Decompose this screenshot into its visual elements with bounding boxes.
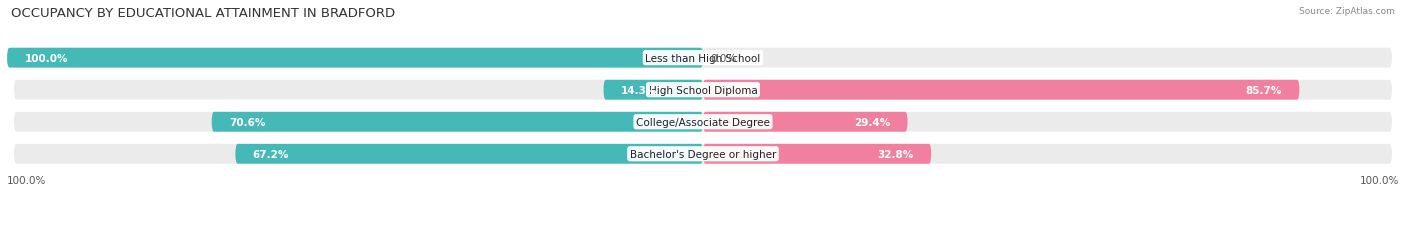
Text: 32.8%: 32.8%: [877, 149, 914, 159]
FancyBboxPatch shape: [235, 144, 703, 164]
Text: 100.0%: 100.0%: [1360, 175, 1399, 185]
Text: 70.6%: 70.6%: [229, 117, 266, 127]
Text: 14.3%: 14.3%: [621, 85, 657, 95]
Text: 67.2%: 67.2%: [253, 149, 290, 159]
FancyBboxPatch shape: [703, 112, 908, 132]
Text: OCCUPANCY BY EDUCATIONAL ATTAINMENT IN BRADFORD: OCCUPANCY BY EDUCATIONAL ATTAINMENT IN B…: [11, 7, 395, 20]
Text: 85.7%: 85.7%: [1246, 85, 1282, 95]
FancyBboxPatch shape: [703, 144, 931, 164]
Text: College/Associate Degree: College/Associate Degree: [636, 117, 770, 127]
Text: 0.0%: 0.0%: [710, 53, 737, 63]
Text: Less than High School: Less than High School: [645, 53, 761, 63]
Text: Source: ZipAtlas.com: Source: ZipAtlas.com: [1299, 7, 1395, 16]
FancyBboxPatch shape: [14, 49, 1392, 68]
Text: 100.0%: 100.0%: [24, 53, 67, 63]
FancyBboxPatch shape: [7, 49, 703, 68]
Text: High School Diploma: High School Diploma: [648, 85, 758, 95]
Text: Bachelor's Degree or higher: Bachelor's Degree or higher: [630, 149, 776, 159]
FancyBboxPatch shape: [212, 112, 703, 132]
FancyBboxPatch shape: [603, 80, 703, 100]
FancyBboxPatch shape: [703, 80, 1299, 100]
FancyBboxPatch shape: [14, 144, 1392, 164]
FancyBboxPatch shape: [14, 80, 1392, 100]
Text: 100.0%: 100.0%: [7, 175, 46, 185]
Text: 29.4%: 29.4%: [853, 117, 890, 127]
FancyBboxPatch shape: [14, 112, 1392, 132]
